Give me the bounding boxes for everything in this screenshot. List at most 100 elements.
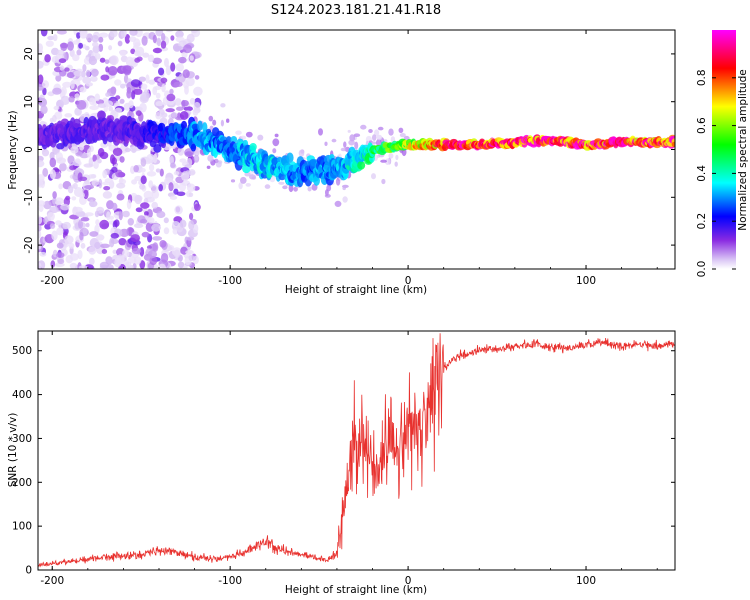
heatmap-cell (175, 30, 184, 38)
heatmap-cell (398, 127, 404, 133)
snr-y-axis-label: SNR (10 * v/v) (7, 413, 19, 488)
heatmap-cell (89, 105, 99, 111)
heatmap-cell (155, 111, 162, 120)
heatmap-cell (72, 160, 82, 167)
heatmap-cell (230, 136, 238, 143)
heatmap-cell (126, 86, 131, 94)
heatmap-cell (135, 110, 142, 117)
heatmap-cell (184, 85, 189, 95)
heatmap-cell (114, 79, 122, 86)
colorbar-tick-label: 0.0 (696, 261, 708, 278)
heatmap-cell (82, 76, 92, 84)
heatmap-cell (357, 161, 366, 170)
heatmap-cell (57, 258, 65, 265)
heatmap-cell (153, 144, 162, 153)
heatmap-cell (122, 210, 130, 218)
heatmap-cell (192, 223, 199, 234)
heatmap-cell (73, 70, 83, 77)
heatmap-cell (348, 139, 355, 146)
heatmap-cell (188, 192, 194, 198)
x-tick-label: -100 (218, 275, 242, 287)
y-tick-label: 20 (23, 47, 35, 60)
heatmap-cell (384, 158, 391, 165)
heatmap-cell (66, 72, 75, 79)
heatmap-cell (128, 100, 134, 109)
heatmap-cell (134, 175, 143, 182)
x-tick-label: -200 (40, 575, 64, 587)
heatmap-cell (179, 158, 187, 163)
heatmap-cell (165, 30, 174, 33)
heatmap-cell (68, 242, 75, 249)
heatmap-cell (151, 184, 157, 194)
heatmap-cell (185, 170, 191, 176)
heatmap-cell (60, 95, 70, 106)
heatmap-cell (85, 222, 90, 228)
heatmap-cell (257, 134, 264, 141)
heatmap-cell (170, 62, 176, 72)
heatmap-cell (134, 50, 141, 57)
heatmap-cell (152, 57, 163, 64)
heatmap-cell (111, 166, 118, 173)
y-tick-label: 500 (12, 345, 32, 357)
heatmap-cell (182, 265, 188, 269)
heatmap-cell (78, 219, 83, 229)
heatmap-cell (119, 156, 125, 163)
chart-title: S124.2023.181.21.41.R18 (271, 3, 441, 18)
colorbar-tick-label: 0.6 (696, 117, 708, 134)
heatmap-cell (380, 159, 387, 163)
spectrogram-y-ticks: -20 -10 0 10 20 (23, 47, 675, 254)
heatmap-cell (99, 261, 109, 269)
heatmap-cell (165, 65, 172, 76)
y-tick-label: 10 (23, 95, 35, 108)
heatmap-cell (38, 97, 48, 107)
x-tick-label: -200 (40, 275, 64, 287)
heatmap-cell (44, 54, 51, 63)
colorbar: 0.0 0.2 0.4 0.6 0.8 Normalized spectral ampl… (696, 30, 749, 277)
heatmap-cell (129, 30, 138, 36)
heatmap-cell (104, 59, 110, 64)
heatmap-cell (318, 128, 323, 136)
heatmap-cell (202, 122, 208, 133)
heatmap-cell (81, 44, 87, 49)
heatmap-cell (102, 169, 108, 179)
heatmap-cell (38, 60, 44, 69)
y-tick-label: 0 (25, 565, 32, 577)
heatmap-cell (116, 182, 126, 189)
y-tick-label: -10 (23, 189, 35, 206)
heatmap-cell (94, 210, 100, 218)
heatmap-cell (174, 98, 182, 106)
heatmap-cell (106, 211, 111, 221)
heatmap-cell (144, 211, 149, 216)
heatmap-cell (388, 128, 394, 136)
heatmap-cell (69, 253, 79, 261)
heatmap-cell (181, 51, 188, 59)
heatmap-cell (169, 88, 174, 95)
heatmap-cell (324, 141, 328, 146)
y-tick-label: -20 (23, 237, 35, 254)
heatmap-cell (220, 103, 226, 108)
heatmap-cell (172, 182, 180, 191)
heatmap-cell (125, 261, 132, 268)
heatmap-cell (90, 174, 97, 179)
heatmap-cell (158, 263, 166, 269)
heatmap-cell (62, 221, 71, 230)
heatmap-cell (235, 130, 242, 135)
heatmap-cell (159, 168, 164, 177)
heatmap-cell (161, 83, 166, 93)
heatmap-cell (388, 153, 394, 159)
heatmap-cell (133, 256, 142, 265)
heatmap-cell (124, 34, 131, 44)
heatmap-cell (293, 186, 298, 192)
heatmap-cell (78, 192, 85, 199)
heatmap-cell (64, 113, 73, 118)
heatmap-cell (119, 115, 128, 123)
heatmap-cell (124, 147, 131, 153)
heatmap-cell (78, 265, 88, 269)
heatmap-cell (286, 152, 294, 164)
heatmap-cell (169, 195, 178, 200)
heatmap-cell (186, 183, 196, 192)
heatmap-cell (177, 261, 185, 269)
heatmap-cell (38, 229, 42, 239)
heatmap-cell (160, 253, 169, 263)
